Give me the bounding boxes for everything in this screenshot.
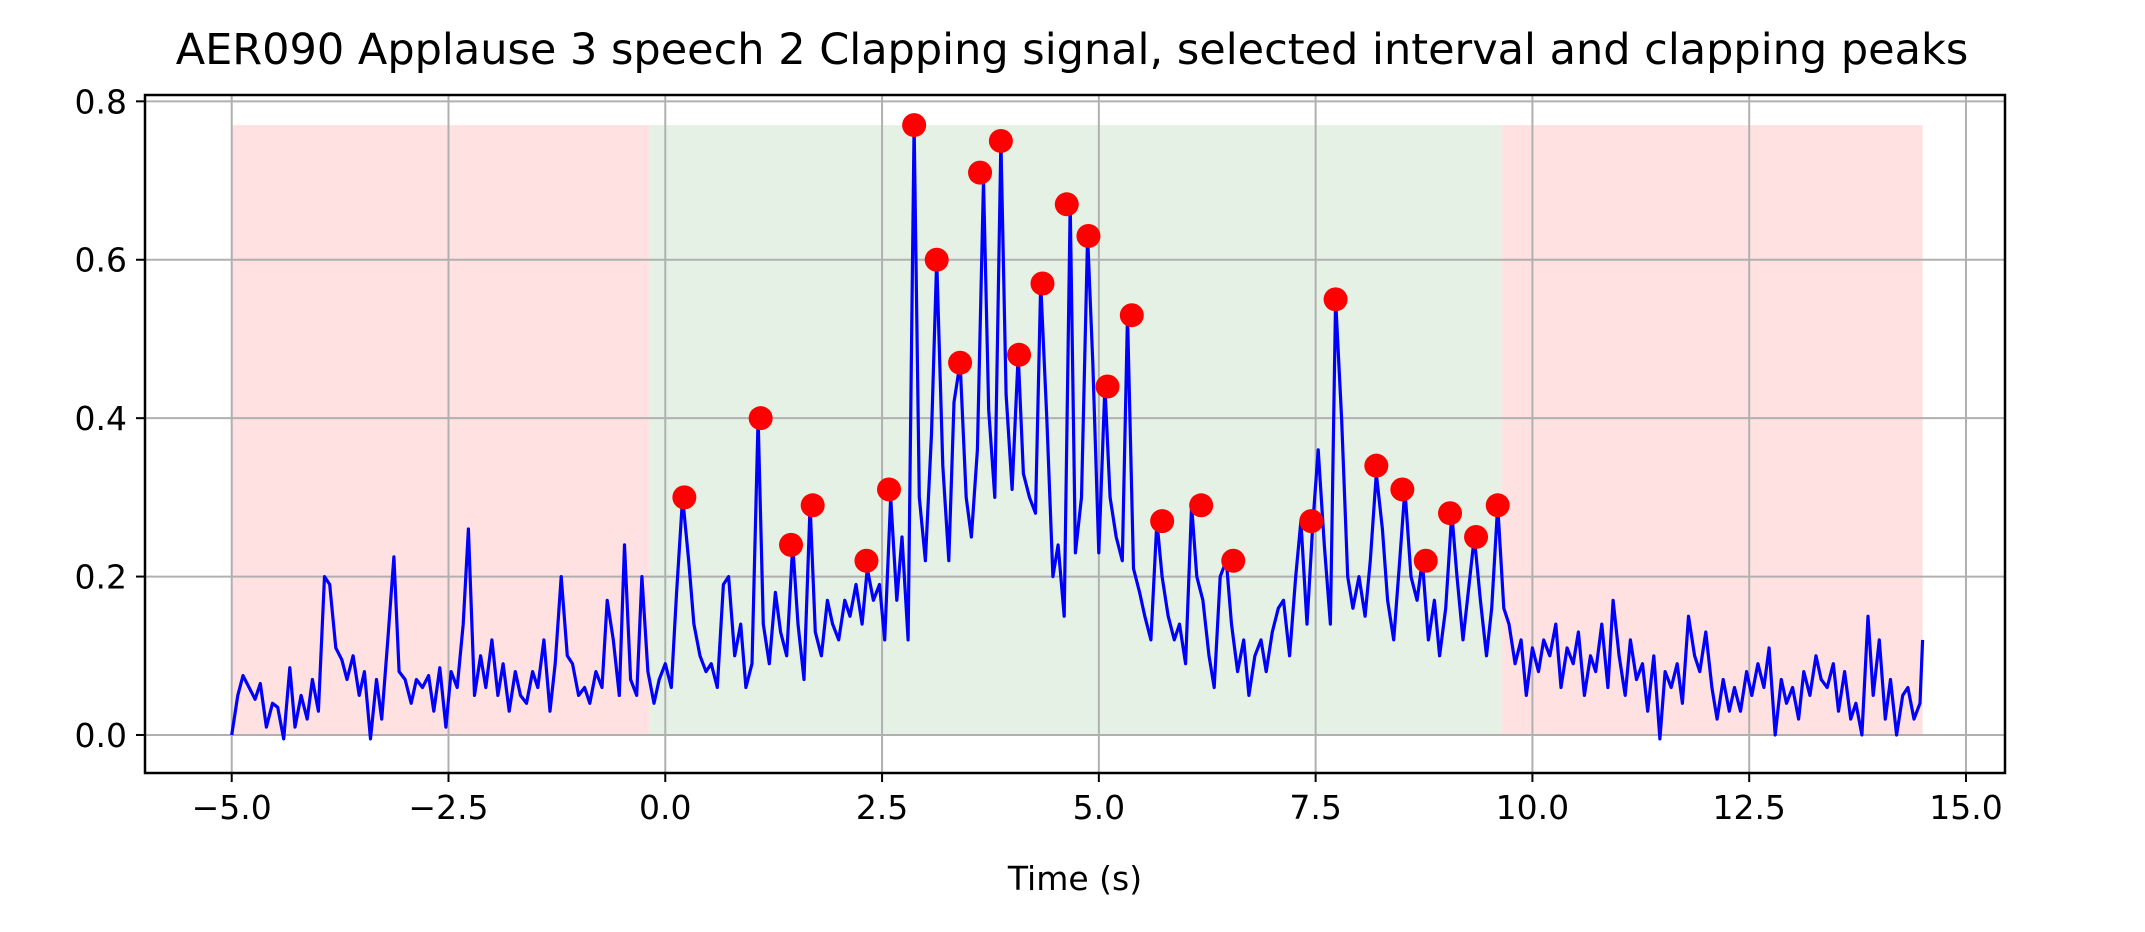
clapping-peak-marker: [988, 128, 1013, 153]
y-tick-label: 0.6: [75, 241, 127, 280]
clapping-peak-marker: [877, 477, 901, 502]
x-tick-label: 15.0: [1929, 788, 2002, 827]
clapping-peak-marker: [748, 406, 773, 431]
clapping-peak-marker: [1413, 548, 1438, 573]
clapping-peak-marker: [1221, 548, 1246, 573]
clapping-peak-marker: [1076, 223, 1101, 248]
clapping-peak-marker: [1054, 192, 1079, 217]
grid-lines: [145, 95, 2005, 773]
signal-line-layer: [230, 123, 1925, 741]
clapping-peak-marker: [1299, 509, 1324, 534]
x-tick-label: 10.0: [1496, 788, 1569, 827]
peak-markers: [672, 113, 1510, 573]
clapping-peak-marker: [672, 485, 697, 510]
y-tick-label: 0.2: [75, 558, 127, 597]
y-tick-label: 0.0: [75, 716, 127, 755]
y-tick-label: 0.4: [75, 399, 127, 438]
y-tick-label: 0.8: [75, 82, 127, 121]
chart-title: AER090 Applause 3 speech 2 Clapping sign…: [176, 25, 1969, 75]
clapping-peak-marker: [1390, 477, 1415, 502]
shaded-regions: [231, 125, 1923, 735]
plot-frame: [143, 93, 2007, 775]
clapping-peak-marker: [1323, 287, 1348, 312]
clapping-peak-marker: [902, 113, 927, 138]
excluded-region: [231, 125, 650, 735]
clapping-peak-marker: [948, 350, 973, 375]
x-tick-label: 5.0: [1073, 788, 1125, 827]
clapping-peak-marker: [1150, 509, 1175, 534]
clapping-peak-marker: [800, 493, 825, 518]
y-axis-ticks: 0.0 0.2 0.4 0.6 0.8: [75, 82, 145, 755]
clapping-peak-marker: [924, 247, 949, 272]
clapping-peak-marker: [1095, 374, 1120, 399]
plot-area: [143, 93, 2007, 775]
x-axis-label: Time (s): [1007, 859, 1142, 898]
clapping-peak-marker: [779, 532, 804, 557]
excluded-region: [1502, 125, 1923, 735]
clapping-peak-marker: [1485, 493, 1510, 518]
selected-interval-region: [649, 125, 1503, 735]
clapping-peak-marker: [854, 548, 879, 573]
x-tick-label: 12.5: [1712, 788, 1785, 827]
clapping-peak-marker: [968, 160, 993, 185]
clapping-signal-line: [230, 123, 1925, 741]
x-tick-label: −5.0: [192, 788, 272, 827]
clapping-peak-marker: [1438, 501, 1463, 526]
x-tick-label: 7.5: [1289, 788, 1341, 827]
clapping-peak-marker: [1119, 303, 1144, 328]
x-tick-label: −2.5: [408, 788, 488, 827]
clapping-peak-marker: [1007, 342, 1032, 367]
clapping-peak-marker: [1189, 493, 1214, 518]
clapping-peak-marker: [1030, 271, 1055, 296]
x-tick-label: 0.0: [639, 788, 691, 827]
x-tick-label: 2.5: [856, 788, 908, 827]
clapping-peak-marker: [1464, 524, 1489, 549]
clapping-peak-marker: [1364, 453, 1389, 478]
x-axis-ticks: −5.0 −2.5 0.0 2.5 5.0 7.5 10.0 12.5 15.0: [192, 773, 2003, 827]
